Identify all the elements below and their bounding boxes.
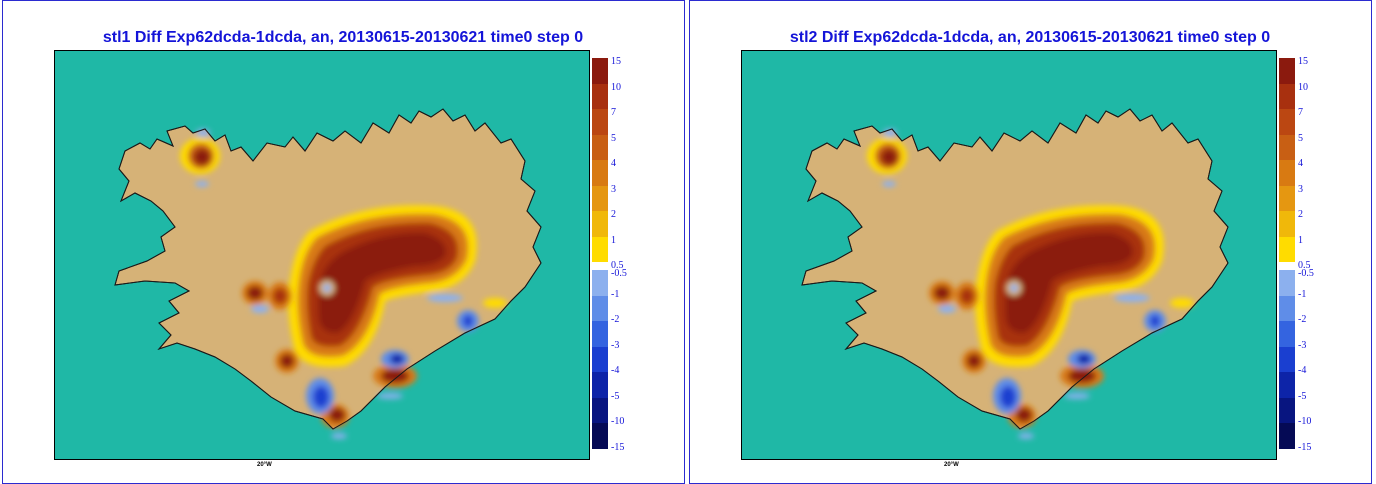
colorbar-swatch — [592, 58, 608, 84]
colorbar-swatch — [592, 160, 608, 186]
colorbar-label: 5 — [611, 132, 616, 144]
colorbar-label: -10 — [1298, 416, 1312, 427]
colorbar-label: 3 — [1298, 183, 1303, 195]
colorbar-swatch — [592, 372, 608, 398]
colorbar-swatch — [1279, 236, 1295, 262]
colorbar-swatch — [592, 83, 608, 109]
colorbar-swatch — [592, 109, 608, 135]
colorbar-label: -3 — [611, 339, 620, 351]
colorbar-label: -0.5 — [1298, 268, 1314, 279]
plot-title: stl1 Diff Exp62dcda-1dcda, an, 20130615-… — [102, 29, 584, 46]
colorbar-label: 10 — [1298, 81, 1308, 93]
colorbar-label: 0.5 — [1298, 260, 1311, 271]
colorbar-label: -1 — [1298, 288, 1307, 300]
colorbar-label: 0.5 — [611, 260, 624, 271]
colorbar-swatch — [1279, 397, 1295, 423]
colorbar-label: 1 — [1298, 234, 1303, 246]
plot-title: stl2 Diff Exp62dcda-1dcda, an, 20130615-… — [789, 29, 1271, 46]
colorbar-swatch — [592, 423, 608, 449]
colorbar-label: 4 — [1298, 158, 1303, 169]
colorbar-swatch — [592, 270, 608, 296]
colorbar-label: -2 — [611, 314, 620, 325]
colorbar-label: -5 — [1298, 390, 1307, 402]
colorbar-swatch — [1279, 211, 1295, 237]
colorbar-label: 15 — [1298, 56, 1308, 67]
colorbar-swatch — [1279, 270, 1295, 296]
colorbar-swatch — [1279, 372, 1295, 398]
colorbar-swatch — [592, 295, 608, 321]
map-area — [741, 50, 1277, 460]
colorbar-swatch — [592, 321, 608, 347]
colorbar-swatch — [592, 134, 608, 160]
colorbar-label: 2 — [611, 209, 616, 220]
colorbar-label: -3 — [1298, 339, 1307, 351]
colorbar-label: -4 — [611, 365, 620, 376]
map-panel-stl2: stl2 Diff Exp62dcda-1dcda, an, 20130615-… — [689, 0, 1372, 484]
colorbar-label: -4 — [1298, 365, 1307, 376]
colorbar-label: 3 — [611, 183, 616, 195]
colorbar-label: 1 — [611, 234, 616, 246]
map-panel-stl1: stl1 Diff Exp62dcda-1dcda, an, 20130615-… — [2, 0, 685, 484]
colorbar-label: -2 — [1298, 314, 1307, 325]
colorbar-swatch — [1279, 160, 1295, 186]
colorbar-label: -10 — [611, 416, 625, 427]
colorbar-swatch — [592, 185, 608, 211]
colorbar-label: -15 — [611, 441, 625, 453]
iceland-map — [742, 51, 1277, 460]
colorbar-swatch — [592, 346, 608, 372]
x-tick-label: 20°W — [944, 462, 959, 468]
iceland-map — [55, 51, 590, 460]
colorbar-swatch — [592, 397, 608, 423]
colorbar-label: 2 — [1298, 209, 1303, 220]
colorbar-swatch — [592, 236, 608, 262]
colorbar-label: -15 — [1298, 441, 1312, 453]
colorbar-label: -0.5 — [611, 268, 627, 279]
colorbar-label: -5 — [611, 390, 620, 402]
colorbar-swatch — [1279, 109, 1295, 135]
colorbar-label: 10 — [611, 81, 621, 93]
colorbar-swatch — [1279, 346, 1295, 372]
colorbar-swatch — [1279, 185, 1295, 211]
map-area — [54, 50, 590, 460]
colorbar-label: -1 — [611, 288, 620, 300]
colorbar-label: 4 — [611, 158, 616, 169]
colorbar-swatch — [1279, 423, 1295, 449]
colorbar-label: 5 — [1298, 132, 1303, 144]
colorbar-label: 7 — [611, 107, 616, 118]
colorbar-label: 7 — [1298, 107, 1303, 118]
colorbar-swatch — [1279, 58, 1295, 84]
colorbar-swatch — [1279, 134, 1295, 160]
colorbar-swatch — [1279, 83, 1295, 109]
colorbar-label: 15 — [611, 56, 621, 67]
colorbar-swatch — [1279, 295, 1295, 321]
colorbar-swatch — [1279, 321, 1295, 347]
x-tick-label: 20°W — [257, 462, 272, 468]
colorbar-swatch — [592, 211, 608, 237]
